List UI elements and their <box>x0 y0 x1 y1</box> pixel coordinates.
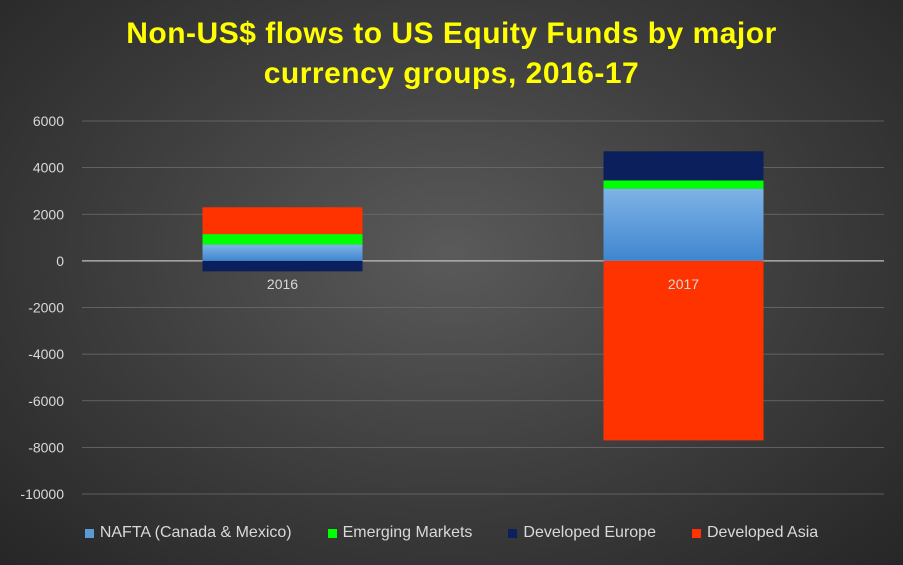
legend-swatch-developed-europe <box>508 528 518 538</box>
bar-developed-asia-2017 <box>603 260 764 441</box>
legend-label-developed-asia: Developed Asia <box>706 524 819 541</box>
y-tick-label: -2000 <box>28 300 64 316</box>
legend-item-emerging-markets: Emerging Markets <box>327 524 473 542</box>
y-tick-label: -4000 <box>28 346 64 362</box>
y-tick-label: -6000 <box>28 393 64 409</box>
chart-title-line-2: currency groups, 2016-17 <box>263 57 640 90</box>
bar-developed-asia-2016 <box>202 207 363 235</box>
chart-title-line-1: Non-US$ flows to US Equity Funds by majo… <box>126 17 777 50</box>
y-tick-label: 4000 <box>33 160 64 176</box>
bar-emerging-markets-2016 <box>202 234 363 245</box>
legend-swatch-emerging-markets <box>327 528 337 538</box>
legend-label-developed-europe: Developed Europe <box>523 524 656 541</box>
bar-emerging-markets-2017 <box>603 180 764 189</box>
bar-developed-europe-2017 <box>603 151 764 181</box>
x-tick-label: 2017 <box>668 276 699 292</box>
legend-item-developed-europe: Developed Europe <box>508 524 656 542</box>
chart-title: Non-US$ flows to US Equity Funds by majo… <box>0 14 903 94</box>
x-tick-label: 2016 <box>267 276 298 292</box>
legend-label-emerging-markets: Emerging Markets <box>342 524 473 541</box>
legend-swatch-nafta <box>84 528 94 538</box>
y-tick-label: -8000 <box>28 439 64 455</box>
bar-developed-europe-2016 <box>202 260 363 272</box>
legend-item-nafta: NAFTA (Canada & Mexico) <box>84 524 292 542</box>
legend-label-nafta: NAFTA (Canada & Mexico) <box>99 524 292 541</box>
bar-nafta-2017 <box>603 188 764 261</box>
legend-swatch-developed-asia <box>691 528 701 538</box>
chart-legend: NAFTA (Canada & Mexico) Emerging Markets… <box>0 524 903 542</box>
y-tick-label: 0 <box>56 253 64 269</box>
bar-nafta-2016 <box>202 244 363 261</box>
y-tick-label: -10000 <box>20 486 64 502</box>
y-tick-label: 6000 <box>33 113 64 129</box>
legend-item-developed-asia: Developed Asia <box>691 524 819 542</box>
y-tick-label: 2000 <box>33 206 64 222</box>
